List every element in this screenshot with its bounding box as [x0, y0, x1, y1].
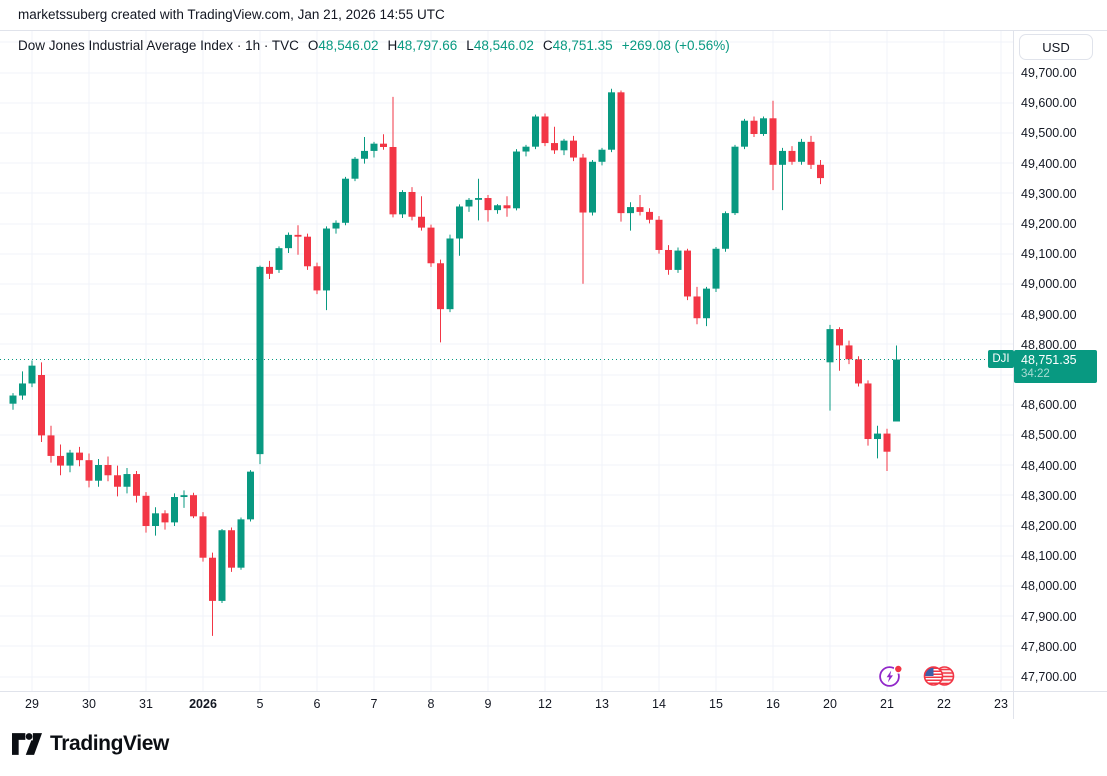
time-tick-label: 9	[484, 697, 492, 711]
ohlc-high: H48,797.66	[387, 38, 458, 53]
symbol-price-flag: DJI	[988, 350, 1014, 369]
time-tick-label: 31	[139, 697, 153, 711]
bar-countdown: 34:22	[1021, 367, 1050, 380]
lightning-bolt-glyph	[886, 670, 893, 683]
tradingview-logo[interactable]: TradingView	[12, 732, 169, 756]
us-flag-event-icon[interactable]	[921, 663, 955, 689]
time-tick-label: 22	[937, 697, 951, 711]
price-tick-label: 48,300.00	[1021, 488, 1077, 503]
price-tick-label: 48,200.00	[1021, 519, 1077, 533]
currency-button[interactable]: USD	[1019, 34, 1093, 60]
price-tick-label: 49,700.00	[1021, 66, 1077, 80]
price-tick-label: 47,700.00	[1021, 670, 1077, 684]
price-tick-label: 49,600.00	[1021, 96, 1077, 111]
price-tick-label: 48,400.00	[1021, 458, 1077, 473]
chart-legend: Dow Jones Industrial Average Index · 1h …	[18, 38, 730, 53]
time-tick-label: 8	[427, 697, 435, 711]
price-tick-label: 49,000.00	[1021, 277, 1077, 292]
tradingview-logo-mark	[12, 733, 42, 755]
price-tick-label: 48,600.00	[1021, 398, 1077, 413]
price-tick-label: 48,900.00	[1021, 307, 1077, 322]
time-tick-label: 30	[82, 697, 96, 711]
symbol-title[interactable]: Dow Jones Industrial Average Index · 1h …	[18, 38, 299, 53]
price-tick-label: 49,200.00	[1021, 217, 1077, 231]
grid	[0, 31, 1013, 691]
time-tick-label: 29	[25, 697, 39, 711]
time-tick-label: 13	[595, 697, 609, 711]
time-tick-label: 5	[256, 697, 264, 711]
price-axis-border	[1013, 31, 1014, 719]
price-tick-label: 48,500.00	[1021, 428, 1077, 443]
time-tick-label: 16	[766, 697, 780, 711]
time-tick-label: 6	[313, 697, 321, 711]
candlestick-plot[interactable]	[0, 31, 1013, 691]
time-tick-label: 12	[538, 697, 552, 711]
time-tick-label: 2026	[189, 697, 217, 711]
attribution-text: marketssuberg created with TradingView.c…	[18, 7, 445, 22]
price-tick-label: 47,800.00	[1021, 639, 1077, 654]
last-price-value: 48,751.35	[1021, 352, 1077, 367]
ohlc-low: L48,546.02	[466, 38, 534, 53]
time-tick-label: 7	[370, 697, 378, 711]
time-tick-label: 20	[823, 697, 837, 711]
last-price-label: 48,751.35 34:22	[1014, 350, 1097, 384]
price-tick-label: 47,900.00	[1021, 609, 1077, 624]
price-tick-label: 49,500.00	[1021, 126, 1077, 141]
price-tick-label: 49,400.00	[1021, 156, 1077, 171]
price-tick-label: 48,100.00	[1021, 549, 1077, 564]
time-tick-label: 23	[994, 697, 1008, 711]
tradingview-logo-text: TradingView	[50, 732, 169, 755]
ohlc-open: O48,546.02	[307, 38, 379, 53]
candles-group	[9, 88, 900, 636]
time-tick-label: 21	[880, 697, 894, 711]
time-tick-label: 15	[709, 697, 723, 711]
lightning-event-icon[interactable]	[878, 663, 904, 689]
price-change: +269.08 (+0.56%)	[621, 38, 730, 53]
price-tick-label: 48,000.00	[1021, 579, 1077, 594]
chart-container: Dow Jones Industrial Average Index · 1h …	[0, 30, 1107, 719]
time-tick-label: 14	[652, 697, 666, 711]
price-tick-label: 48,800.00	[1021, 337, 1077, 352]
price-tick-label: 49,100.00	[1021, 247, 1077, 262]
time-axis-border	[0, 691, 1107, 692]
price-tick-label: 49,300.00	[1021, 186, 1077, 201]
ohlc-close: C48,751.35	[542, 38, 613, 53]
notification-dot	[893, 664, 903, 674]
